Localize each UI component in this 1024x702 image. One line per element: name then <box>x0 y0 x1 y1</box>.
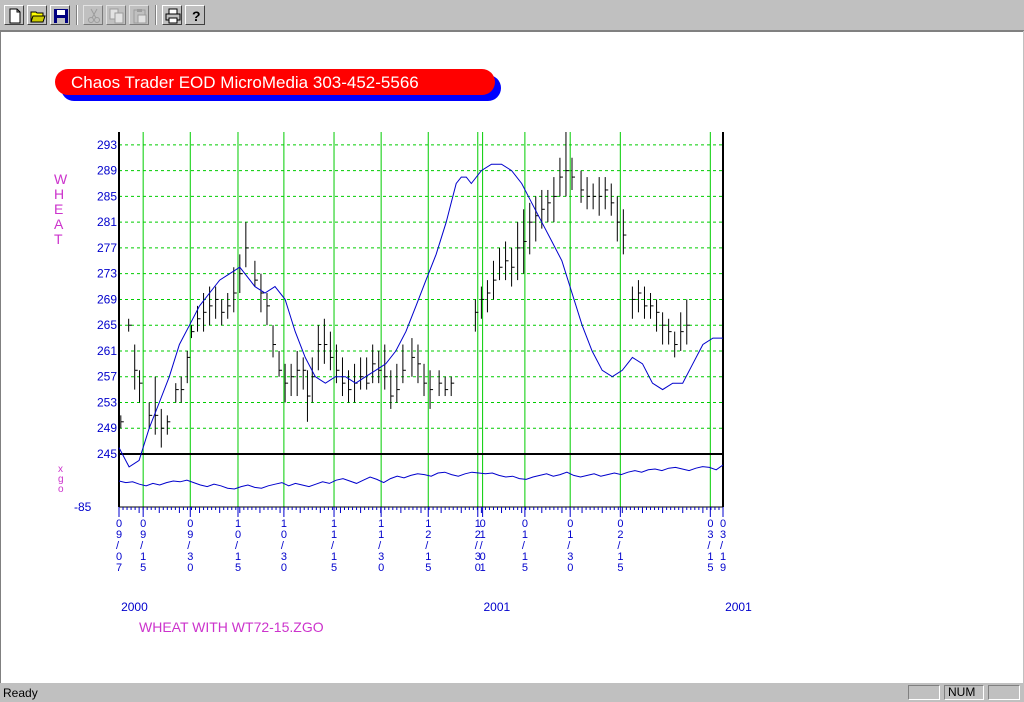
x-tick-label: 1 1/1 5 <box>331 518 337 574</box>
toolbar-separator <box>76 5 78 25</box>
y-tick-label: 253 <box>97 395 117 409</box>
y-axis-label-letter: H <box>54 186 64 202</box>
status-panel-empty <box>988 685 1020 700</box>
status-num-indicator: NUM <box>944 685 984 700</box>
x-tick-label: 1 2/3 0 <box>475 518 481 574</box>
y-tick-label: 289 <box>97 164 117 178</box>
x-tick-label: 0 1/3 0 <box>567 518 573 574</box>
y-tick-label: 249 <box>97 421 117 435</box>
osc-axis-label-letter: g <box>58 474 64 485</box>
open-folder-icon <box>30 11 46 23</box>
scissors-icon <box>88 8 100 23</box>
y-tick-label: 245 <box>97 447 117 461</box>
y-tick-label: 293 <box>97 138 117 152</box>
print-button[interactable] <box>162 5 182 25</box>
year-label: 2001 <box>483 600 510 614</box>
x-tick-label: 0 2/1 5 <box>617 518 623 574</box>
paste-button[interactable] <box>129 5 149 25</box>
y-tick-label: 265 <box>97 318 117 332</box>
osc-axis-label-letter: o <box>58 484 64 495</box>
help-button[interactable]: ? <box>185 5 205 25</box>
y-axis-label-letter: W <box>54 171 68 187</box>
y-tick-label: 273 <box>97 267 117 281</box>
copy-button[interactable] <box>106 5 126 25</box>
status-bar: Ready NUM <box>0 683 1024 702</box>
banner-title: Chaos Trader EOD MicroMedia 303-452-5566 <box>71 73 419 92</box>
x-tick-label: 1 2/1 5 <box>425 518 431 574</box>
y-tick-label: 257 <box>97 370 117 384</box>
y-tick-label: 281 <box>97 215 117 229</box>
title-banner: Chaos Trader EOD MicroMedia 303-452-5566 <box>55 69 501 101</box>
x-tick-label: 0 9/1 5 <box>140 518 146 574</box>
clipboard-icon <box>133 9 147 24</box>
cut-button[interactable] <box>83 5 103 25</box>
floppy-disk-icon <box>54 9 68 23</box>
year-label: 2001 <box>725 600 752 614</box>
y-axis-label-letter: E <box>54 201 63 217</box>
chart-canvas: Chaos Trader EOD MicroMedia 303-452-5566… <box>54 69 752 635</box>
osc-axis-label-letter: x <box>58 464 63 475</box>
x-tick-label: 0 9/0 7 <box>116 518 122 574</box>
x-tick-label: 1 0/1 5 <box>235 518 241 574</box>
oscillator-line <box>118 464 724 490</box>
open-button[interactable] <box>27 5 47 25</box>
new-button[interactable] <box>4 5 24 25</box>
x-tick-label: 0 3/1 5 <box>707 518 713 574</box>
new-document-icon <box>9 8 21 24</box>
printer-icon <box>165 8 181 24</box>
x-tick-label: 0 3/1 9 <box>720 518 726 574</box>
x-tick-label: 0 9/3 0 <box>187 518 193 574</box>
y-axis-label-letter: A <box>54 216 64 232</box>
save-button[interactable] <box>50 5 70 25</box>
price-plot: 245 249 253 257 261 265 269 273 277 281 285 289 293 W… <box>54 132 752 635</box>
y-tick-label: 261 <box>97 344 117 358</box>
moving-average-line <box>118 163 723 468</box>
osc-min-label: -85 <box>74 500 92 514</box>
x-tick-label: 0 1/1 5 <box>522 518 528 574</box>
y-tick-label: 277 <box>97 241 117 255</box>
toolbar-separator <box>155 5 157 25</box>
y-axis-label-letter: T <box>54 231 63 247</box>
main-toolbar: ? <box>0 0 1024 31</box>
x-tick-label: 1 0/3 0 <box>281 518 287 574</box>
y-tick-label: 285 <box>97 189 117 203</box>
chart-footer-label: WHEAT WITH WT72-15.ZGO <box>139 619 324 635</box>
status-panel-empty <box>908 685 940 700</box>
svg-text:?: ? <box>192 8 201 24</box>
year-label: 2000 <box>121 600 148 614</box>
x-tick-label: 0 1/0 1 <box>480 518 486 574</box>
banner-fill <box>55 69 495 95</box>
help-question-icon: ? <box>192 8 201 24</box>
chart-window: Chaos Trader EOD MicroMedia 303-452-5566… <box>0 31 1023 683</box>
copy-icon <box>109 8 124 24</box>
status-message: Ready <box>3 686 38 700</box>
y-tick-label: 269 <box>97 292 117 306</box>
x-tick-label: 1 1/3 0 <box>378 518 384 574</box>
